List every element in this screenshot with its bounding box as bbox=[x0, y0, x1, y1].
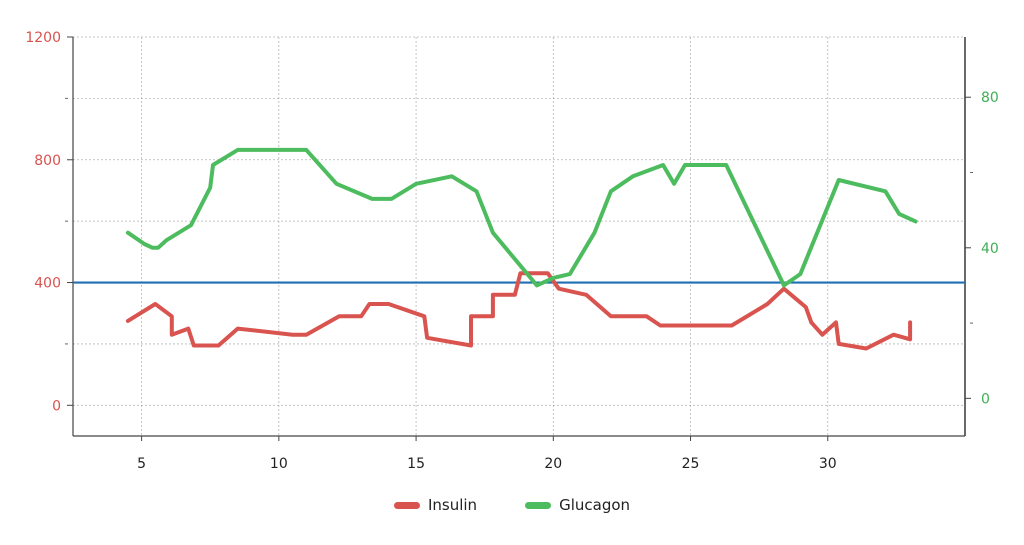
grid-lines bbox=[73, 36, 965, 436]
legend-item-insulin[interactable]: Insulin bbox=[393, 496, 478, 514]
left-tick-label-400: 400 bbox=[34, 276, 61, 292]
x-tick-label-5: 5 bbox=[137, 456, 146, 472]
tick-labels: 0 400 800 1200 0 40 80 5 10 15 20 25 30 bbox=[25, 30, 998, 472]
right-tick-label-80: 80 bbox=[981, 90, 999, 106]
legend-swatch-glucagon bbox=[525, 501, 552, 509]
right-tick-label-0: 0 bbox=[981, 391, 990, 407]
series-layer bbox=[125, 147, 918, 351]
legend-label-glucagon: Glucagon bbox=[559, 496, 631, 514]
x-tick-label-30: 30 bbox=[819, 456, 837, 472]
legend-swatch-insulin bbox=[393, 501, 420, 509]
left-tick-label-1200: 1200 bbox=[25, 30, 61, 46]
legend-item-glucagon[interactable]: Glucagon bbox=[525, 496, 630, 514]
left-tick-label-0: 0 bbox=[52, 398, 61, 414]
left-tick-label-800: 800 bbox=[34, 153, 61, 169]
right-tick-label-40: 40 bbox=[981, 241, 999, 257]
series-line-glucagon bbox=[125, 147, 918, 288]
x-tick-label-15: 15 bbox=[407, 456, 425, 472]
x-tick-label-25: 25 bbox=[682, 456, 700, 472]
legend: Insulin Glucagon bbox=[0, 496, 1024, 514]
series-line-insulin bbox=[125, 271, 913, 351]
x-tick-label-10: 10 bbox=[270, 456, 288, 472]
legend-label-insulin: Insulin bbox=[427, 496, 478, 514]
axes bbox=[65, 36, 973, 441]
x-tick-label-20: 20 bbox=[544, 456, 562, 472]
